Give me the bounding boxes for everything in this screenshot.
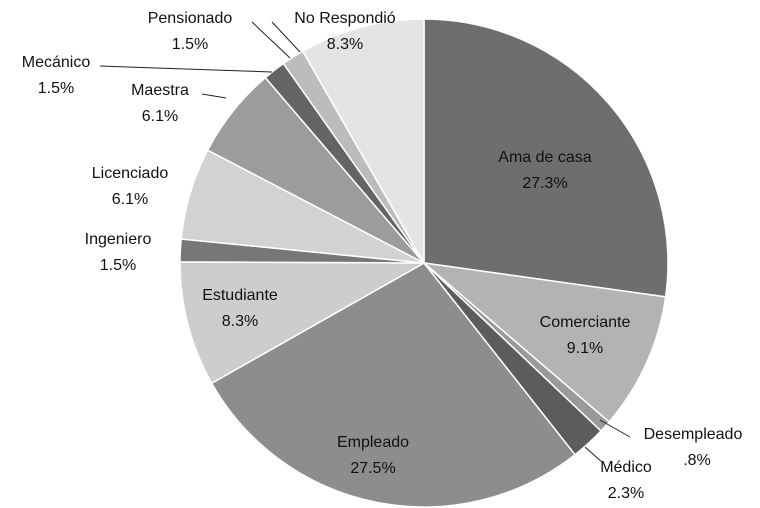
slice-label: Empleado: [337, 434, 409, 451]
pie-slice: [179, 261, 427, 385]
pie-slice: [210, 262, 577, 508]
slice-label: Licenciado: [92, 165, 169, 182]
slice-value-label: .8%: [683, 452, 711, 469]
leader-line: [271, 21, 301, 53]
leader-line: [251, 21, 291, 59]
slice-label: Mecánico: [22, 54, 91, 71]
slice-label: No Respondió: [294, 10, 396, 27]
slice-value-label: 9.1%: [567, 340, 603, 357]
leader-line: [599, 419, 631, 438]
slice-label: Maestra: [131, 82, 189, 99]
slice-value-label: 1.5%: [38, 80, 74, 97]
slice-value-label: 1.5%: [100, 257, 136, 274]
slice-value-label: 2.3%: [608, 485, 644, 502]
slice-label: Comerciante: [540, 314, 631, 331]
slice-label: Estudiante: [202, 287, 278, 304]
pie-slice: [423, 18, 669, 298]
slice-value-label: 8.3%: [327, 36, 363, 53]
slice-label: Pensionado: [148, 10, 233, 27]
slice-value-label: 1.5%: [172, 36, 208, 53]
slice-value-label: 6.1%: [142, 108, 178, 125]
slice-label: Ama de casa: [498, 149, 591, 166]
slice-label: Médico: [600, 459, 652, 476]
slice-label: Desempleado: [644, 426, 743, 443]
leader-line: [99, 65, 273, 73]
slice-value-label: 6.1%: [112, 191, 148, 208]
leader-line: [584, 446, 603, 463]
slice-value-label: 27.3%: [522, 175, 567, 192]
slice-value-label: 8.3%: [222, 313, 258, 330]
slice-label: Ingeniero: [85, 231, 152, 248]
pie-slice: [301, 18, 425, 266]
slice-value-label: 27.5%: [350, 460, 395, 477]
pie-slice: [421, 261, 667, 424]
leader-line: [201, 93, 227, 99]
